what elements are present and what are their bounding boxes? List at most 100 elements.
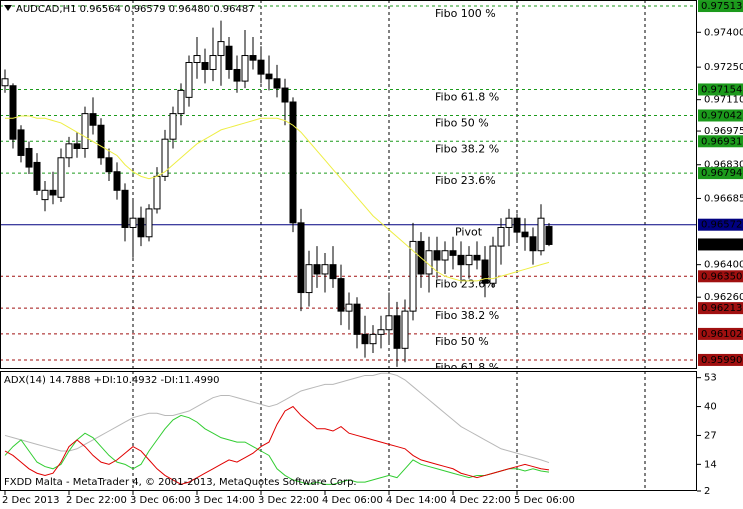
candle-body	[497, 226, 505, 247]
x-tick-label: 2 Dec 2013	[2, 495, 60, 506]
candle-body	[377, 329, 385, 335]
candle-body	[321, 264, 329, 275]
menu-arrow[interactable]	[4, 5, 12, 11]
candle-body	[153, 175, 161, 210]
x-tick-label: 5 Dec 06:00	[514, 495, 575, 506]
candle-body	[481, 259, 489, 284]
level-label: Pivot	[455, 226, 483, 239]
level-label: Fibo 50 %	[435, 335, 489, 348]
candle-body	[33, 161, 41, 191]
level-label: Fibo 61.8 %	[435, 361, 499, 374]
price-box	[698, 109, 743, 122]
candle-body	[449, 250, 457, 256]
y-tick-label: 27	[704, 430, 717, 441]
candle-body	[113, 171, 121, 191]
candle-body	[233, 68, 241, 82]
indicator-line	[4, 372, 550, 464]
candle-body	[521, 231, 529, 238]
candle-body	[161, 138, 169, 177]
y-tick-label: 0.96685	[704, 193, 743, 204]
price-box-label: 0.97154	[701, 84, 742, 95]
candle-body	[281, 87, 289, 103]
candle-body	[137, 217, 145, 238]
candle-body	[537, 217, 545, 252]
level-label: Fibo 38.2 %	[435, 309, 499, 322]
candle-body	[73, 143, 81, 149]
candle-body	[185, 62, 193, 98]
y-tick-label: 2	[704, 486, 710, 497]
y-tick-label: 0.97110	[704, 95, 743, 106]
candle-body	[201, 62, 209, 70]
y-tick-label: 14	[704, 459, 717, 470]
candle-body	[505, 217, 513, 228]
price-box	[698, 135, 743, 148]
level-label: Fibo 23.6%	[435, 277, 496, 290]
candle-body	[81, 113, 89, 149]
candle-body	[305, 264, 313, 294]
candle-body	[145, 208, 153, 238]
price-box-label: 0.96350	[701, 271, 742, 282]
candle-body	[545, 226, 553, 245]
x-tick-label: 3 Dec 06:00	[130, 495, 191, 506]
price-box-label: 0.96572	[701, 220, 742, 231]
level-label: Fibo 50 %	[435, 116, 489, 129]
candle-body	[465, 254, 473, 266]
x-tick-label: 3 Dec 22:00	[258, 495, 319, 506]
chart-title: AUDCAD,H1 0.96564 0.96579 0.96480 0.9648…	[16, 4, 255, 15]
candle-body	[369, 333, 377, 345]
footer: FXDD Malta - MetaTrader 4, © 2001-2013, …	[4, 477, 357, 488]
y-tick-label: 0.96830	[704, 160, 743, 171]
y-tick-label: 53	[704, 373, 717, 384]
candle-body	[57, 157, 65, 198]
y-tick-label: 0.96260	[704, 292, 743, 303]
candle-body	[409, 240, 417, 312]
x-tick-label: 4 Dec 06:00	[322, 495, 383, 506]
price-box-label: 0.96931	[701, 136, 742, 147]
indicator-title: ADX(14) 14.7888 +DI:10.4932 -DI:11.4990	[4, 375, 220, 386]
candle-body	[129, 217, 137, 228]
level-label: Fibo 23.6%	[435, 174, 496, 187]
candle-body	[89, 113, 97, 126]
candle-body	[249, 55, 257, 61]
candle-body	[105, 157, 113, 173]
x-tick-label: 3 Dec 14:00	[194, 495, 255, 506]
candle-body	[177, 89, 185, 115]
price-box	[698, 0, 743, 13]
candle-body	[169, 113, 177, 140]
price-box	[698, 270, 743, 283]
current-price-label: 0.96487	[701, 239, 742, 250]
y-tick-label: 0.97400	[704, 27, 743, 38]
x-tick-label: 4 Dec 14:00	[386, 495, 447, 506]
price-box-label: 0.95990	[701, 355, 742, 366]
candle-body	[289, 101, 297, 224]
candle-body	[489, 245, 497, 284]
price-box-label: 0.96213	[701, 303, 742, 314]
candle-body	[337, 278, 345, 312]
candle-body	[329, 264, 337, 280]
candle-body	[513, 217, 521, 233]
level-label: Fibo 61.8 %	[435, 90, 499, 103]
x-tick-label: 4 Dec 22:00	[450, 495, 511, 506]
x-tick-label: 2 Dec 22:00	[66, 495, 127, 506]
candle-body	[9, 85, 17, 140]
price-box	[698, 167, 743, 180]
price-box-label: 0.96102	[701, 329, 742, 340]
candle-body	[345, 303, 353, 312]
candle-body	[433, 250, 441, 261]
candle-body	[265, 73, 273, 80]
price-frame	[0, 0, 697, 369]
y-tick-label: 0.96975	[704, 126, 743, 137]
moving-average	[5, 115, 550, 282]
candle-body	[1, 78, 9, 87]
candle-body	[353, 303, 361, 335]
y-tick-label: 0.96400	[704, 260, 743, 271]
y-tick-label: 40	[704, 402, 717, 413]
candle-body	[257, 59, 265, 75]
indicator-line	[4, 405, 550, 485]
price-box-label: 0.97513	[701, 1, 742, 12]
price-box	[698, 218, 743, 231]
candle-body	[217, 41, 225, 57]
candle-body	[441, 250, 449, 261]
candle-body	[97, 124, 105, 159]
